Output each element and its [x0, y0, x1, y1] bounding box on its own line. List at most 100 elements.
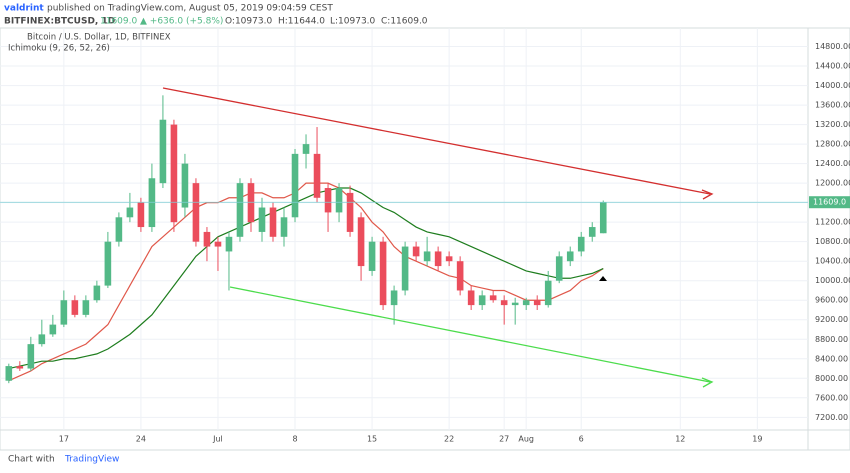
candle-body: [280, 217, 288, 237]
candle-body: [566, 251, 574, 262]
candle-body: [511, 302, 519, 306]
indicator-label: Ichimoku (9, 26, 52, 26): [8, 44, 110, 54]
x-tick-label: 22: [444, 435, 454, 444]
y-tick-label: 13600.00: [815, 101, 850, 110]
candle-body: [192, 183, 200, 242]
candle-body: [49, 324, 57, 335]
candle-body: [93, 285, 101, 301]
y-tick-label: 11200.00: [815, 218, 850, 227]
x-tick-label: 27: [499, 435, 509, 444]
candle-body: [313, 153, 321, 198]
x-tick-label: 12: [675, 435, 685, 444]
panel-border: [0, 27, 850, 451]
candle-body: [159, 119, 167, 184]
candle-body: [544, 280, 552, 306]
candle-body: [412, 246, 420, 257]
candle-body: [379, 241, 387, 306]
y-tick-label: 14800.00: [815, 42, 850, 51]
published: published on TradingView.com, August 05,…: [47, 4, 333, 14]
y-tick-label: 12000.00: [815, 179, 850, 188]
ichimoku-line: [8, 187, 604, 370]
y-tick-label: 10400.00: [815, 257, 850, 266]
candle-body: [258, 207, 266, 232]
candle-body: [170, 124, 178, 223]
author[interactable]: valdrint: [4, 4, 44, 14]
x-tick-label: 15: [367, 435, 377, 444]
arrow-head: [701, 377, 714, 388]
chart-title: Bitcoin / U.S. Dollar, 1D, BITFINEX: [27, 33, 171, 43]
candle-body: [214, 241, 222, 247]
candle-body: [577, 236, 585, 252]
candle-body: [445, 256, 453, 262]
candle-body: [247, 183, 255, 223]
y-tick-label: 10000.00: [815, 276, 850, 285]
candle-body: [500, 300, 508, 306]
y-tick-label: 13200.00: [815, 120, 850, 129]
candle-body: [346, 192, 354, 232]
candle-body: [181, 163, 189, 208]
y-tick-label: 9600.00: [815, 296, 848, 305]
candle-body: [467, 290, 475, 306]
candle-body: [423, 251, 431, 262]
candle-body: [225, 236, 233, 252]
y-tick-label: 14400.00: [815, 62, 850, 71]
y-tick-label: 12400.00: [815, 159, 850, 168]
last-price-label: 11609.0: [813, 198, 846, 207]
y-tick-label: 7200.00: [815, 413, 848, 422]
candle-body: [236, 183, 244, 237]
candle-body: [38, 334, 46, 345]
candle-body: [291, 153, 299, 218]
x-tick-label: 17: [59, 435, 69, 444]
low: L:10973.0: [330, 17, 376, 27]
y-tick-label: 12800.00: [815, 140, 850, 149]
resistance-trendline: [162, 87, 711, 195]
candle-body: [489, 295, 497, 301]
candle-body: [137, 202, 145, 228]
candle-body: [203, 231, 211, 247]
candle-body: [60, 300, 68, 325]
last-price-badge: [809, 196, 850, 209]
price: 11609.0: [100, 17, 137, 27]
candle-body: [588, 227, 596, 237]
candle-body: [104, 241, 112, 286]
candle-body: [82, 300, 90, 315]
candle-body: [71, 300, 79, 315]
y-tick-label: 9200.00: [815, 315, 848, 324]
y-tick-label: 8400.00: [815, 354, 848, 363]
y-tick-label: 8000.00: [815, 374, 848, 383]
candle-body: [555, 256, 563, 281]
x-tick-label: 24: [136, 435, 146, 444]
candle-body: [148, 178, 156, 228]
candle-body: [5, 366, 13, 381]
candle-body: [522, 300, 530, 306]
candle-body: [115, 217, 123, 242]
change: ▲ +636.0 (+5.8%): [140, 17, 223, 27]
close: C:11609.0: [381, 17, 428, 27]
y-tick-label: 7600.00: [815, 393, 848, 402]
symbol: BITFINEX:BTCUSD, 1D: [4, 17, 115, 27]
x-tick-label: 8: [292, 435, 297, 444]
y-tick-label: 14000.00: [815, 81, 850, 90]
marker: [599, 276, 607, 281]
candle-body: [434, 251, 442, 267]
y-tick-label: 8800.00: [815, 335, 848, 344]
candle-body: [599, 202, 607, 234]
candle-body: [368, 241, 376, 271]
candle-body: [16, 366, 24, 369]
support-trendline: [229, 286, 711, 383]
arrow-head: [701, 189, 714, 200]
x-tick-label: 6: [579, 435, 584, 444]
candle-body: [302, 144, 310, 154]
candle-body: [269, 207, 277, 237]
candle-body: [335, 188, 343, 213]
candle-body: [324, 188, 332, 213]
x-tick-label: 19: [752, 435, 762, 444]
candle-body: [478, 295, 486, 306]
candle-body: [27, 344, 35, 369]
footer-brand[interactable]: TradingView: [64, 455, 119, 465]
candle-body: [533, 300, 541, 306]
x-tick-label: Aug: [518, 435, 534, 444]
x-tick-label: Jul: [212, 435, 223, 444]
footer-text: Chart with: [8, 455, 55, 465]
